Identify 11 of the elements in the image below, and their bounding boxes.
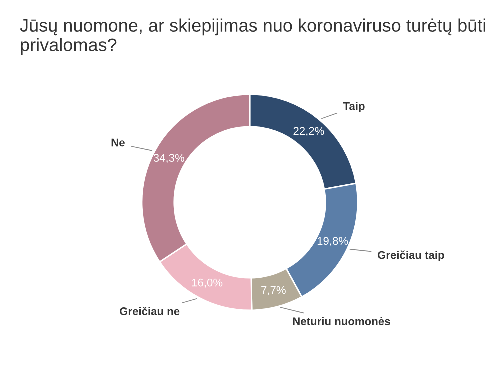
data-label: 7,7%	[262, 286, 286, 296]
data-label: 19,8%	[318, 237, 348, 246]
data-label: 34,3%	[154, 154, 184, 164]
data-label: 22,2%	[294, 127, 324, 136]
slice-label: Neturiu nuomonės	[293, 317, 390, 326]
data-label: 16,0%	[192, 278, 223, 288]
slice-label: Ne	[112, 138, 125, 147]
slice-label: Taip	[343, 102, 365, 112]
chart-title: Jūsų nuomone, ar skiepijimas nuo koronaviruso turėtų būti privalomas?	[20, 18, 486, 56]
slice-label: Greičiau taip	[378, 250, 444, 262]
slice-label: Greičiau ne	[120, 307, 180, 316]
